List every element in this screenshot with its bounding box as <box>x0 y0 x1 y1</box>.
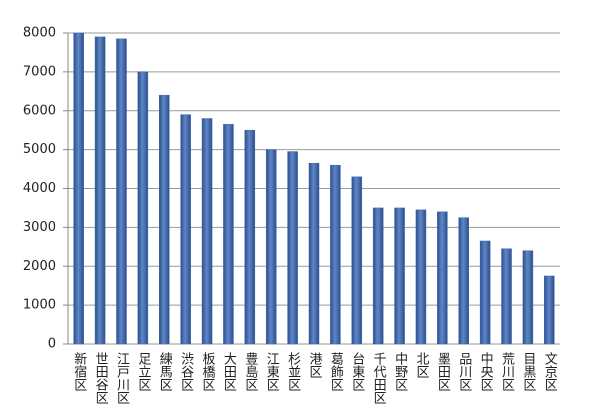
y-tick-label: 1000 <box>23 298 56 313</box>
x-tick-label: 墨田区 <box>435 352 451 391</box>
bar <box>544 275 555 345</box>
bar <box>501 248 512 345</box>
bar <box>94 36 106 345</box>
y-tick-label: 8000 <box>23 26 56 41</box>
bar <box>479 240 491 345</box>
x-tick-label: 文京区 <box>542 352 558 391</box>
bar <box>330 164 341 345</box>
y-tick-label: 3000 <box>23 220 56 235</box>
x-tick-label: 品川区 <box>456 352 472 391</box>
y-tick-label: 5000 <box>23 142 56 157</box>
x-tick-label: 杉並区 <box>285 352 301 391</box>
x-tick-label: 板橋区 <box>200 352 216 391</box>
x-tick-label: 世田谷区 <box>93 352 109 404</box>
x-tick-label: 大田区 <box>221 352 237 391</box>
y-tick-label: 0 <box>48 337 56 352</box>
bar <box>137 71 149 345</box>
y-tick-label: 6000 <box>23 103 56 118</box>
x-tick-label: 千代田区 <box>371 352 387 404</box>
bar <box>116 38 127 345</box>
x-tick-label: 豊島区 <box>242 352 258 391</box>
x-tick-label: 新宿区 <box>71 351 87 391</box>
bar <box>223 124 234 345</box>
x-tick-label: 目黒区 <box>520 352 536 391</box>
x-tick-label: 中野区 <box>392 352 408 391</box>
bar <box>244 129 256 345</box>
bar <box>437 211 448 345</box>
x-tick-label: 江戸川区 <box>114 352 130 404</box>
x-tick-label: 葛飾区 <box>328 352 344 391</box>
bar <box>458 217 469 345</box>
bar <box>394 207 405 345</box>
x-tick-label: 荒川区 <box>499 352 515 391</box>
y-tick-label: 2000 <box>23 259 56 274</box>
x-tick-label: 渋谷区 <box>178 352 194 391</box>
bar <box>287 151 298 345</box>
bar <box>415 209 427 345</box>
x-tick-label: 練馬区 <box>157 352 173 391</box>
y-tick-label: 4000 <box>23 181 56 196</box>
bar <box>159 94 170 345</box>
bar <box>308 162 320 345</box>
bar <box>522 250 534 345</box>
bar <box>73 32 84 345</box>
x-tick-label: 中央区 <box>478 352 494 391</box>
bar <box>351 176 363 345</box>
bar <box>265 149 277 345</box>
y-tick-label: 7000 <box>23 64 56 79</box>
x-tick-label: 北区 <box>413 352 429 378</box>
bar <box>201 118 213 345</box>
x-tick-label: 台東区 <box>349 352 365 391</box>
bar <box>180 114 191 345</box>
x-tick-label: 港区 <box>307 352 323 378</box>
bar <box>372 207 384 345</box>
x-tick-label: 江東区 <box>264 352 280 391</box>
x-tick-label: 足立区 <box>135 352 151 391</box>
